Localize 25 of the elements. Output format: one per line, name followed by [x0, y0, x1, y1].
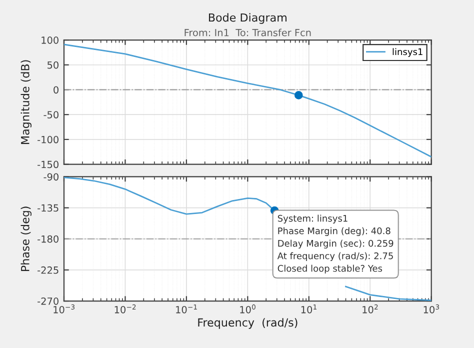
x-tick-label: 10$^{−3}$ [54, 304, 75, 314]
x-tick-label: 10$^{2}$ [362, 304, 378, 314]
x-tick-label: 10$^{−2}$ [114, 304, 136, 314]
x-tick-label: 10$^{−1}$ [176, 304, 197, 314]
y-tick-label: -50 [44, 111, 58, 118]
chart-title: Bode Diagram [208, 13, 286, 24]
y-tick-label: -225 [38, 266, 58, 274]
legend-label: linsys1 [392, 48, 422, 57]
y-axis-title: Magnitude (dB) [20, 60, 32, 144]
y-tick-label: 50 [48, 61, 58, 69]
y-axis-title: Phase (deg) [20, 206, 32, 271]
y-tick-label: -90 [44, 173, 58, 181]
x-axis-title: Frequency (rad/s) [198, 318, 298, 329]
x-tick-label: 10$^{3}$ [424, 304, 440, 314]
y-tick-label: 0 [54, 86, 58, 94]
y-tick-label: -180 [38, 235, 58, 243]
y-tick-label: 100 [42, 36, 58, 44]
x-tick-label: 10$^{1}$ [301, 304, 316, 314]
chart-subtitle: From: In1 To: Transfer Fcn [184, 28, 311, 36]
y-tick-label: -150 [38, 160, 58, 168]
annotation: System: linsys1 Phase Margin (deg): 40.8 Delay Margin (sec): 0.259 At frequency (rad/s): 2.75 Closed loop stable? Yes [277, 214, 394, 274]
y-tick-label: -270 [38, 298, 58, 305]
x-tick-label: 10$^{0}$ [240, 304, 256, 314]
y-tick-label: -135 [38, 204, 58, 212]
y-tick-label: -100 [38, 136, 58, 144]
